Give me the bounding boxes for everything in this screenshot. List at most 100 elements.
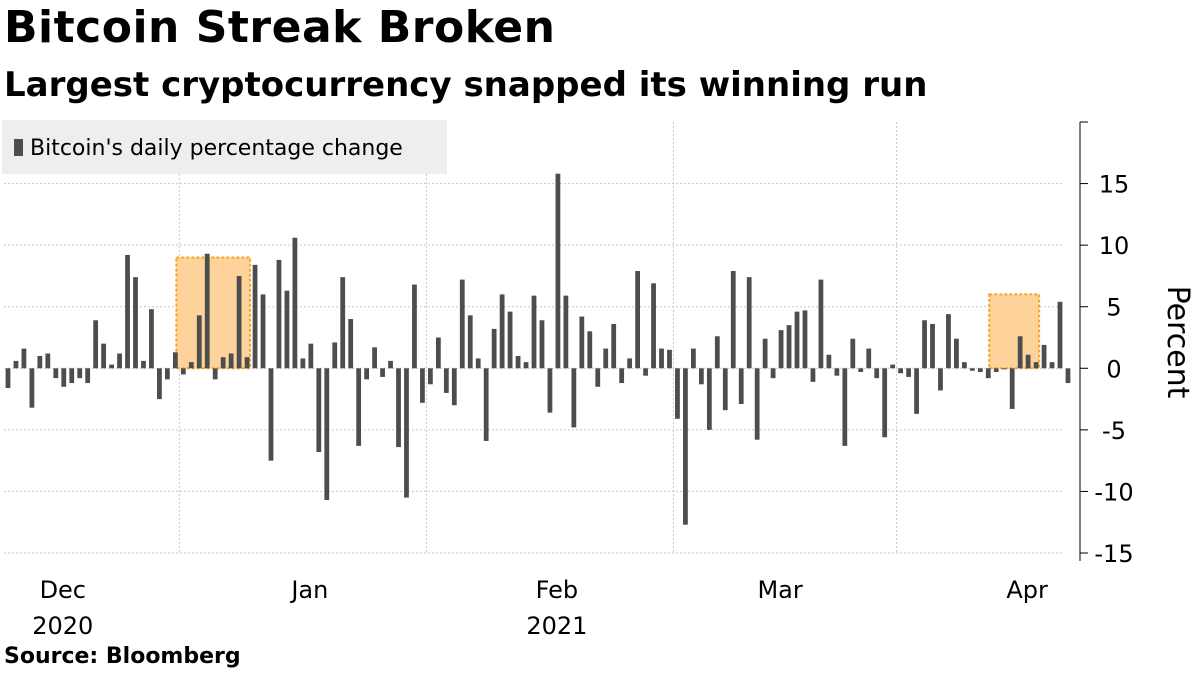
- bar: [292, 237, 298, 369]
- bar: [914, 368, 919, 414]
- bar: [188, 362, 194, 369]
- bar: [603, 348, 609, 369]
- bar: [1009, 368, 1015, 409]
- bar: [627, 358, 633, 369]
- bar: [643, 368, 648, 376]
- bar: [722, 368, 728, 411]
- bar: [157, 368, 162, 400]
- bar: [180, 368, 186, 375]
- x-year-label: 2021: [526, 612, 587, 640]
- bar: [1017, 336, 1023, 369]
- bar: [491, 328, 497, 369]
- bar: [651, 283, 656, 369]
- bar: [555, 173, 561, 369]
- bar: [746, 277, 752, 369]
- bar: [754, 368, 760, 440]
- bar: [882, 368, 888, 438]
- bar: [212, 368, 218, 380]
- bar: [714, 336, 720, 369]
- bar: [619, 368, 625, 384]
- bar: [93, 320, 99, 369]
- bar: [874, 368, 880, 379]
- bar: [977, 368, 983, 372]
- bar: [547, 368, 553, 413]
- bar: [1033, 362, 1039, 369]
- bar: [443, 368, 449, 393]
- bar: [730, 271, 736, 369]
- bar: [691, 348, 696, 369]
- bar: [579, 316, 585, 369]
- x-tick-label: Apr: [1006, 576, 1048, 604]
- bar: [276, 259, 282, 369]
- y-tick-label: 10: [1099, 232, 1130, 260]
- bar: [1049, 362, 1055, 369]
- bar: [340, 277, 346, 369]
- bar: [810, 368, 816, 382]
- x-tick-label: Mar: [757, 576, 802, 604]
- bar: [101, 343, 107, 369]
- bar: [483, 368, 489, 441]
- bar: [236, 275, 242, 369]
- bar: [794, 311, 800, 369]
- bar: [611, 323, 617, 369]
- legend-entry: Bitcoin's daily percentage change: [30, 136, 403, 161]
- bar: [77, 368, 83, 379]
- bar: [21, 348, 27, 369]
- x-year-label: 2020: [32, 612, 93, 640]
- bar: [133, 277, 138, 369]
- bar: [563, 295, 569, 369]
- bar: [738, 368, 744, 404]
- bar: [850, 338, 856, 369]
- bar: [356, 368, 362, 446]
- bar: [435, 337, 441, 369]
- bar: [985, 368, 991, 379]
- bar: [1065, 368, 1071, 384]
- y-tick-label: 0: [1106, 355, 1121, 383]
- bar: [324, 368, 330, 501]
- y-tick-label: 5: [1106, 294, 1121, 322]
- bar: [587, 331, 593, 369]
- legend-swatch: [14, 139, 23, 156]
- bar: [13, 360, 19, 369]
- bar: [372, 347, 377, 369]
- bar: [149, 309, 154, 369]
- bar: [388, 360, 393, 369]
- highlight-box: [988, 293, 1041, 370]
- bar: [228, 353, 234, 369]
- bar: [890, 364, 896, 369]
- source-note: Source: Bloomberg: [4, 644, 241, 669]
- x-tick-label: Dec: [40, 576, 86, 604]
- bar: [683, 368, 688, 525]
- bar: [507, 311, 513, 369]
- bar: [348, 319, 354, 369]
- bar: [451, 368, 457, 406]
- bar: [164, 368, 170, 380]
- bar: [786, 325, 792, 369]
- bar: [125, 254, 130, 369]
- bar: [220, 357, 226, 369]
- bar: [659, 348, 664, 369]
- bar: [539, 320, 545, 369]
- bar: [428, 368, 433, 385]
- bar: [475, 358, 481, 369]
- y-tick-label: -10: [1094, 478, 1133, 506]
- bar: [85, 368, 91, 384]
- y-tick-label: -5: [1102, 417, 1126, 445]
- bar: [770, 368, 776, 379]
- bar: [5, 368, 11, 388]
- axis-layer: 15 10 5 0 -5 -10 -15 Dec 2020 Jan Feb 2021 Mar Apr: [32, 121, 1134, 640]
- bar: [141, 360, 146, 369]
- bar: [969, 368, 975, 371]
- bar: [1025, 354, 1031, 369]
- bar: [898, 368, 904, 374]
- y-tick-label: 15: [1099, 171, 1130, 199]
- bar: [459, 279, 465, 369]
- bar: [420, 368, 425, 403]
- bar: [380, 368, 385, 377]
- bar: [523, 362, 529, 369]
- bar: [396, 368, 401, 448]
- bar: [762, 338, 768, 369]
- bar: [866, 348, 872, 369]
- legend-background: [2, 120, 447, 174]
- y-axis-label: Percent: [1160, 286, 1195, 399]
